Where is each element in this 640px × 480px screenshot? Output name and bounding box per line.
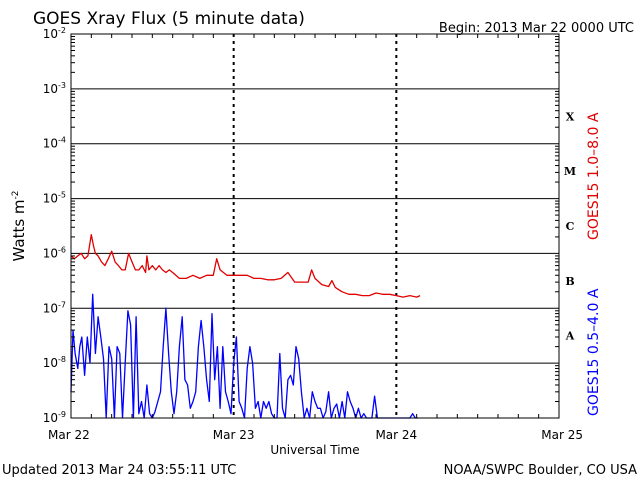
plot-grid — [71, 34, 559, 418]
x-tick-label: Mar 22 — [48, 428, 90, 442]
y-tick-label: 10-5 — [43, 191, 66, 206]
flare-class-label: C — [566, 220, 575, 233]
x-tick-label: Mar 25 — [541, 428, 583, 442]
legend-long-channel: GOES15 1.0–8.0 A — [586, 112, 602, 240]
credit-label: NOAA/SWPC Boulder, CO USA — [444, 463, 637, 478]
y-axis-label-text: Watts m — [10, 199, 28, 261]
y-tick-label: 10-6 — [43, 245, 66, 260]
chart-title: GOES Xray Flux (5 minute data) — [33, 9, 305, 29]
series-long-channel-line — [70, 233, 421, 298]
x-tick-label: Mar 24 — [375, 428, 417, 442]
y-tick-label: 10-7 — [43, 300, 66, 315]
series-layer — [70, 233, 421, 419]
svg-text:Watts m-2: Watts m-2 — [10, 190, 28, 261]
x-tick-label: Mar 23 — [213, 428, 255, 442]
flare-class-label: B — [565, 275, 574, 288]
y-axis-label-exponent: -2 — [11, 190, 21, 199]
begin-label: Begin: 2013 Mar 22 0000 UTC — [439, 21, 634, 36]
flare-class-label: X — [566, 110, 575, 123]
y-tick-label: 10-3 — [43, 81, 66, 96]
axis-ticks: 10-9 10-8 10-7 10-6 10-5 10-4 10-3 10-2 Mar 22 Ma… — [43, 26, 583, 442]
updated-timestamp: Updated 2013 Mar 24 03:55:11 UTC — [2, 463, 236, 478]
x-axis-label: Universal Time — [270, 443, 359, 457]
y-tick-label: 10-4 — [43, 136, 66, 151]
plot-frame — [70, 33, 560, 419]
y-tick-label: 10-8 — [43, 355, 66, 370]
y-tick-label: 10-2 — [43, 26, 66, 41]
y-tick-label: 10-9 — [43, 410, 66, 425]
flare-class-label: A — [565, 330, 575, 343]
legend-short-channel: GOES15 0.5–4.0 A — [586, 288, 602, 416]
flare-class-label: M — [564, 165, 576, 178]
series-short-channel-line — [70, 293, 418, 419]
y-axis-label: Watts m-2 — [10, 190, 28, 261]
